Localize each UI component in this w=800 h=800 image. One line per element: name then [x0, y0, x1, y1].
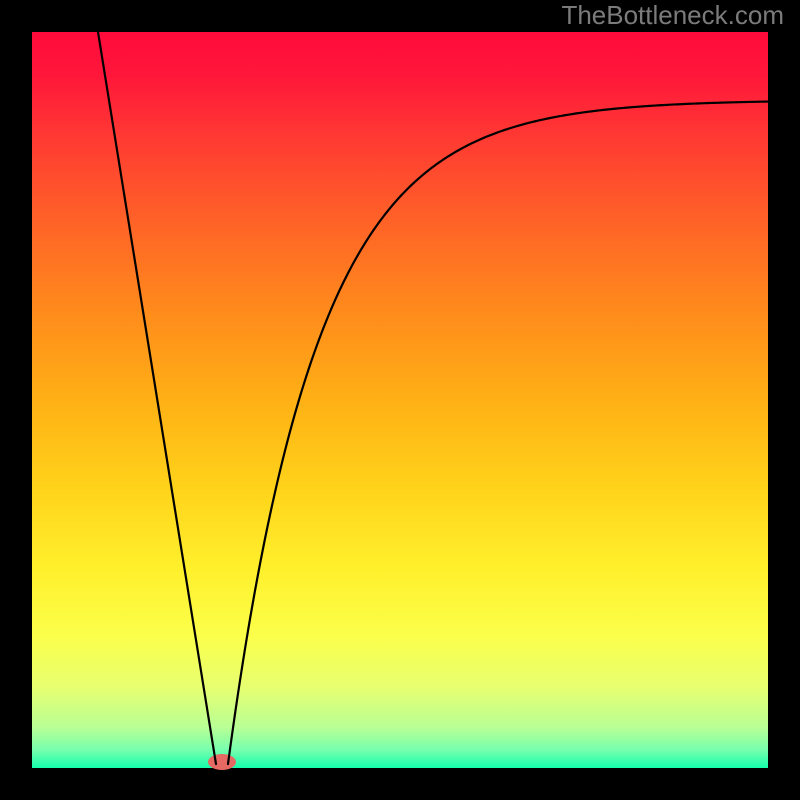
chart-overlay: [0, 0, 800, 800]
bottleneck-marker: [208, 754, 236, 770]
chart-stage: TheBottleneck.com: [0, 0, 800, 800]
bottleneck-curve: [98, 32, 216, 764]
watermark-text: TheBottleneck.com: [561, 2, 784, 28]
bottleneck-curve: [228, 102, 768, 764]
